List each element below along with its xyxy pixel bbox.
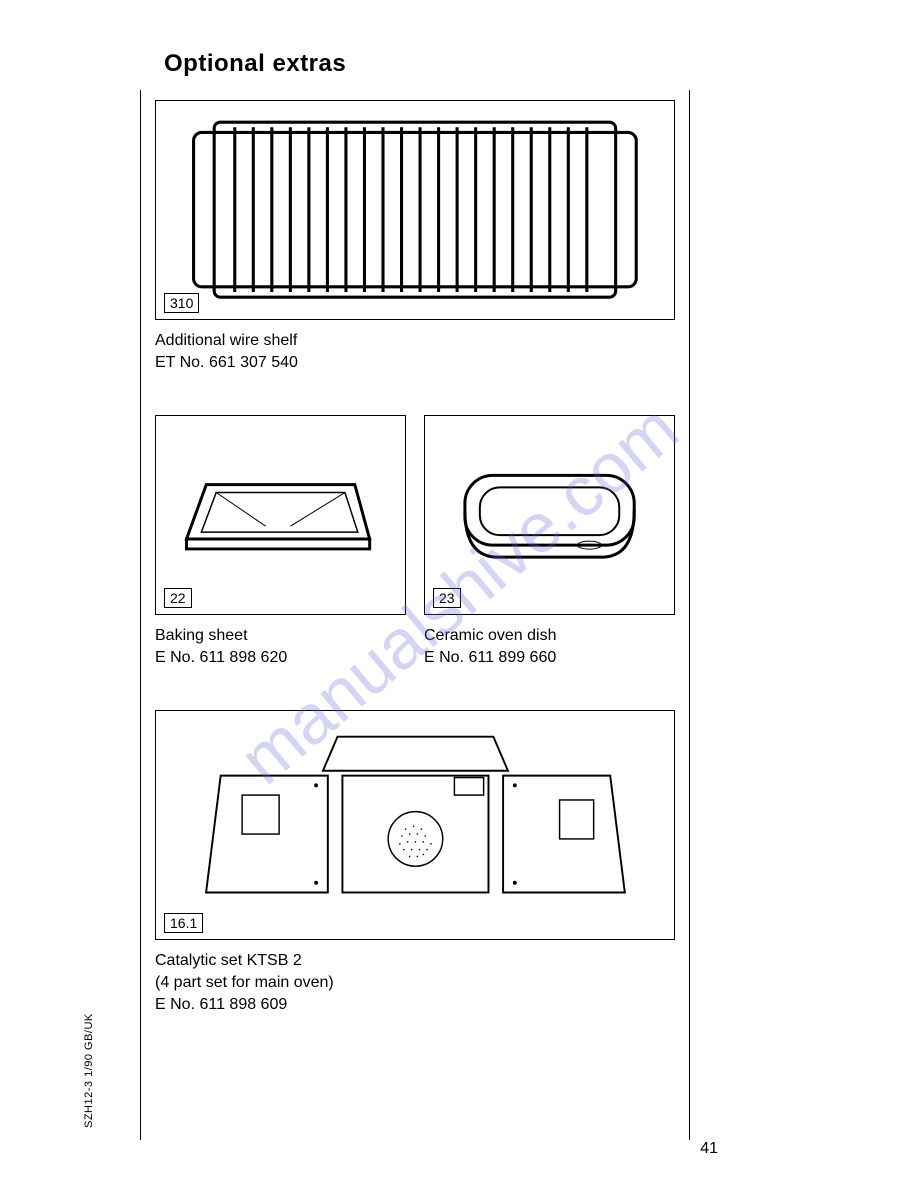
wire-shelf-icon [187,117,643,302]
caption-line: E No. 611 899 660 [424,647,675,669]
caption-line: (4 part set for main oven) [155,972,675,994]
figure-number: 22 [164,588,192,608]
content-frame: 310 Additional wire shelf ET No. 661 307… [140,90,690,1140]
item-catalytic-set: 16.1 Catalytic set KTSB 2 (4 part set fo… [155,710,675,1017]
figure-number: 16.1 [164,913,203,933]
document-code: SZH12-3 1/90 GB/UK [83,1013,95,1128]
page-title: Optional extras [164,50,346,78]
figure-baking-sheet: 22 [155,415,406,615]
caption-baking-sheet: Baking sheet E No. 611 898 620 [155,625,406,670]
caption-line: ET No. 661 307 540 [155,352,675,374]
caption-line: Baking sheet [155,625,406,647]
caption-line: E No. 611 898 620 [155,647,406,669]
caption-wire-shelf: Additional wire shelf ET No. 661 307 540 [155,330,675,375]
figure-number: 310 [164,293,199,313]
figure-wire-shelf: 310 [155,100,675,320]
caption-line: Ceramic oven dish [424,625,675,647]
caption-line: Additional wire shelf [155,330,675,352]
figure-catalytic-set: 16.1 [155,710,675,940]
page-number: 41 [700,1140,718,1158]
item-baking-sheet: 22 Baking sheet E No. 611 898 620 [155,415,406,670]
caption-line: Catalytic set KTSB 2 [155,950,675,972]
catalytic-set-icon [172,724,659,925]
caption-line: E No. 611 898 609 [155,994,675,1016]
caption-catalytic-set: Catalytic set KTSB 2 (4 part set for mai… [155,950,675,1017]
baking-sheet-icon [171,445,390,584]
item-wire-shelf: 310 Additional wire shelf ET No. 661 307… [155,100,675,375]
caption-ceramic-dish: Ceramic oven dish E No. 611 899 660 [424,625,675,670]
figure-number: 23 [433,588,461,608]
figure-ceramic-dish: 23 [424,415,675,615]
ceramic-dish-icon [440,441,659,590]
item-ceramic-dish: 23 Ceramic oven dish E No. 611 899 660 [424,415,675,670]
